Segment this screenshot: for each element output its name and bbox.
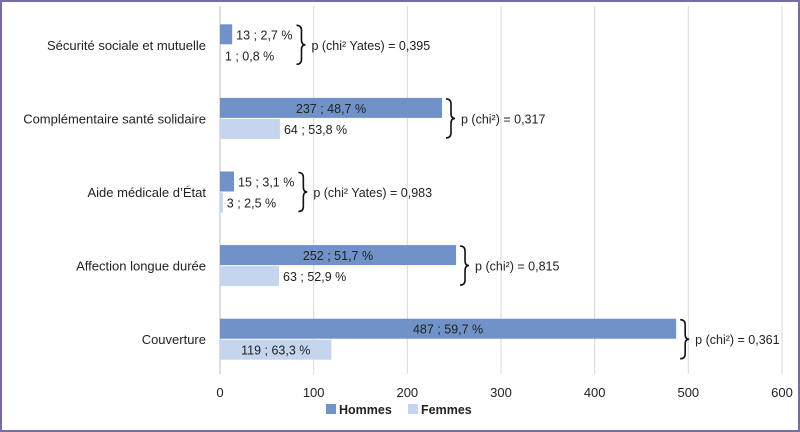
bar-femmes — [220, 45, 221, 66]
data-label-hommes: 237 ; 48,7 % — [296, 102, 366, 116]
data-label-hommes: 13 ; 2,7 % — [236, 28, 292, 42]
data-label-hommes: 15 ; 3,1 % — [238, 176, 294, 190]
p-value-annotation: p (chi²) = 0,317 — [461, 112, 545, 126]
data-label-femmes: 3 ; 2,5 % — [227, 197, 276, 211]
x-tick-label: 200 — [396, 385, 418, 400]
bar-hommes — [220, 318, 677, 339]
bar-femmes — [220, 266, 280, 287]
category-label: Couverture — [142, 332, 206, 347]
x-tick-label: 500 — [677, 385, 699, 400]
bar-hommes — [220, 24, 233, 45]
bar-hommes — [220, 171, 235, 192]
x-tick-label: 300 — [490, 385, 512, 400]
category-label: Complémentaire santé solidaire — [23, 111, 206, 126]
brace — [459, 245, 470, 286]
category-label: Sécurité sociale et mutuelle — [47, 38, 206, 53]
data-label-femmes: 64 ; 53,8 % — [284, 123, 347, 137]
p-value-annotation: p (chi²) = 0,815 — [475, 260, 559, 274]
data-label-femmes: 1 ; 0,8 % — [225, 49, 274, 63]
category-label: Aide médicale d’État — [87, 185, 206, 200]
legend-label-hommes: Hommes — [339, 403, 392, 417]
brace — [298, 171, 308, 213]
p-value-annotation: p (chi²) = 0,361 — [695, 333, 779, 347]
bar-femmes — [220, 192, 223, 213]
legend-swatch-femmes — [408, 404, 418, 414]
x-tick-label: 100 — [303, 385, 325, 400]
data-label-femmes: 63 ; 52,9 % — [283, 270, 346, 284]
legend-swatch-hommes — [326, 404, 336, 414]
p-value-annotation: p (chi² Yates) = 0,395 — [311, 39, 430, 53]
bar-femmes — [220, 339, 332, 360]
bar-hommes — [220, 97, 442, 118]
legend-label-femmes: Femmes — [421, 403, 472, 417]
x-tick-label: 0 — [216, 385, 223, 400]
x-tick-label: 600 — [771, 385, 793, 400]
brace — [445, 98, 456, 139]
bar-hommes — [220, 245, 457, 266]
p-value-annotation: p (chi² Yates) = 0,983 — [313, 186, 432, 200]
data-label-femmes: 119 ; 63,3 % — [241, 344, 310, 358]
brace — [680, 318, 690, 360]
brace — [296, 24, 306, 66]
data-label-hommes: 487 ; 59,7 % — [413, 323, 483, 337]
x-tick-label: 400 — [584, 385, 606, 400]
data-label-hommes: 252 ; 51,7 % — [303, 249, 373, 263]
bar-femmes — [220, 118, 280, 139]
category-label: Affection longue durée — [76, 259, 206, 274]
